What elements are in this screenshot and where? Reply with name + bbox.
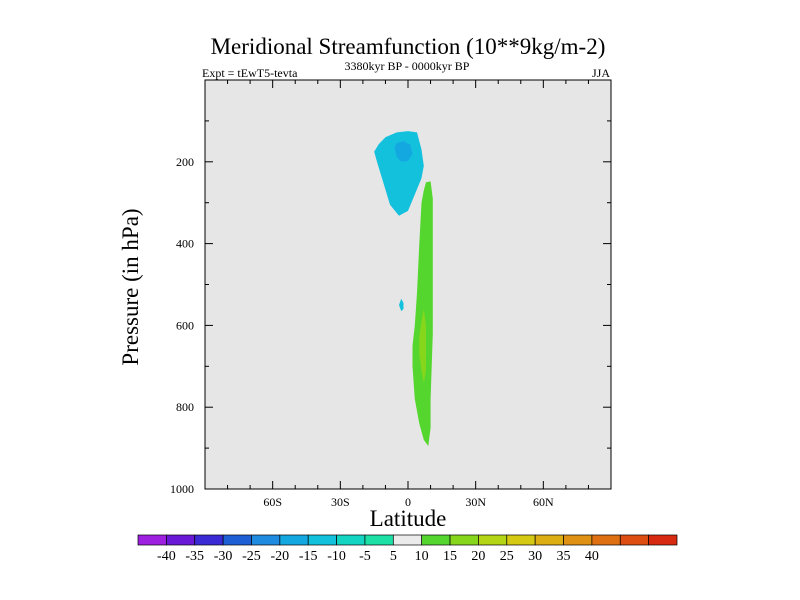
colorbar-box xyxy=(222,534,252,546)
subtitle-season: JJA xyxy=(592,66,610,80)
x-tick-label: 0 xyxy=(405,495,411,509)
colorbar-label: 5 xyxy=(390,549,397,564)
colorbar-box xyxy=(279,534,309,546)
x-axis-label: Latitude xyxy=(370,506,447,531)
colorbar xyxy=(137,534,678,546)
chart-title: Meridional Streamfunction (10**9kg/m-2) xyxy=(211,34,606,59)
colorbar-label: 10 xyxy=(415,549,429,564)
colorbar-box xyxy=(307,534,337,546)
colorbar-label: -40 xyxy=(157,549,176,564)
colorbar-label: 15 xyxy=(443,549,457,564)
contour-negative-speck xyxy=(399,298,404,312)
colorbar-label: 20 xyxy=(471,549,485,564)
colorbar-box xyxy=(336,534,366,546)
contour-positive-cell-core xyxy=(419,309,426,383)
y-tick-labels: 200 400 600 800 1000 xyxy=(170,155,194,496)
colorbar-label: 25 xyxy=(500,549,514,564)
axis-ticks xyxy=(204,80,612,490)
colorbar-box xyxy=(421,534,451,546)
colorbar-label: -5 xyxy=(359,549,371,564)
y-tick-label: 400 xyxy=(176,237,194,251)
colorbar-box xyxy=(563,534,593,546)
colorbar-box xyxy=(166,534,196,546)
colorbar-label: -30 xyxy=(214,549,233,564)
x-tick-label: 30N xyxy=(465,495,486,509)
colorbar-box xyxy=(392,534,423,546)
colorbar-box xyxy=(251,534,281,546)
y-tick-label: 800 xyxy=(176,400,194,414)
colorbar-label: 30 xyxy=(528,549,542,564)
subtitle-experiment: Expt = tEwT5-tevta xyxy=(202,66,298,80)
colorbar-box xyxy=(534,534,564,546)
colorbar-label: -15 xyxy=(299,549,318,564)
contour-negative-cell-core xyxy=(394,141,413,162)
colorbar-label: 35 xyxy=(557,549,571,564)
colorbar-label: -10 xyxy=(327,549,346,564)
y-tick-label: 600 xyxy=(176,318,194,332)
colorbar-box xyxy=(478,534,508,546)
x-tick-labels: 60S 30S 0 30N 60N xyxy=(263,495,554,509)
colorbar-box xyxy=(194,534,224,546)
colorbar-box xyxy=(648,534,678,546)
colorbar-label: 40 xyxy=(585,549,599,564)
y-tick-label: 200 xyxy=(176,155,194,169)
x-tick-label: 60S xyxy=(263,495,282,509)
colorbar-box xyxy=(449,534,479,546)
colorbar-label: -20 xyxy=(271,549,290,564)
colorbar-label: -25 xyxy=(242,549,261,564)
contour-regions xyxy=(374,131,433,447)
y-axis-label: Pressure (in hPa) xyxy=(118,208,143,365)
colorbar-box xyxy=(591,534,621,546)
colorbar-box xyxy=(364,534,394,546)
x-tick-label: 60N xyxy=(533,495,554,509)
subtitle-period: 3380kyr BP - 0000kyr BP xyxy=(345,59,470,73)
colorbar-box xyxy=(619,534,649,546)
x-tick-label: 30S xyxy=(331,495,350,509)
colorbar-labels: -40 -35 -30 -25 -20 -15 -10 -5 5 10 15 20 25 30 35 40 xyxy=(157,549,599,564)
y-tick-label: 1000 xyxy=(170,482,194,496)
colorbar-label: -35 xyxy=(185,549,204,564)
colorbar-box xyxy=(137,534,167,546)
contour-positive-cell-outer xyxy=(412,181,433,447)
colorbar-box xyxy=(506,534,536,546)
